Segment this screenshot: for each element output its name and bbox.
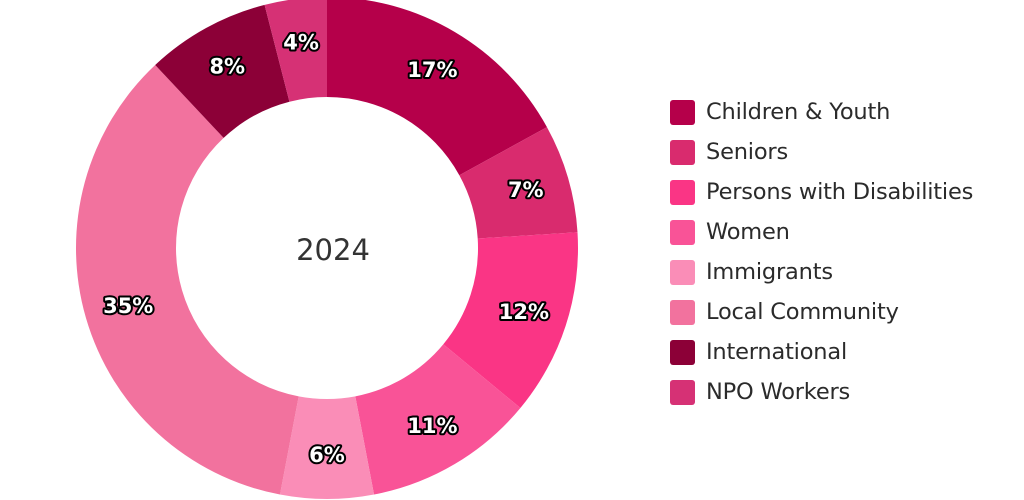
legend-swatch [670, 219, 695, 245]
slice-women [355, 344, 521, 495]
slice-seniors [459, 127, 578, 239]
legend-swatch [670, 259, 695, 285]
slice-label-women: 11% [407, 414, 457, 438]
legend-label: NPO Workers [706, 379, 851, 405]
legend-swatch [670, 139, 695, 165]
slice-label-international: 8% [209, 55, 245, 79]
legend-label: International [706, 339, 848, 365]
legend-item-children-and-youth: Children & Youth [670, 92, 1020, 132]
legend-swatch [670, 179, 695, 205]
legend-swatch [670, 299, 695, 325]
slice-label-immigrants: 6% [309, 443, 345, 467]
slice-npo-workers [264, 0, 327, 102]
legend-item-immigrants: Immigrants [670, 252, 1020, 292]
chart-legend: Children & Youth Seniors Persons with Disa… [670, 92, 1020, 412]
legend-item-international: International [670, 332, 1020, 372]
slice-persons-with-disabilities [443, 232, 578, 408]
slice-local-community [75, 65, 299, 495]
legend-swatch [670, 99, 695, 125]
legend-item-persons-with-disabilities: Persons with Disabilities [670, 172, 1020, 212]
slice-label-children-and-youth: 17% [407, 58, 457, 82]
legend-label: Immigrants [706, 259, 833, 285]
legend-item-women: Women [670, 212, 1020, 252]
slice-labels: 17% 7% 12% 11% 6% 35% 8% 4% [101, 29, 551, 469]
legend-label: Children & Youth [706, 99, 891, 125]
legend-swatch [670, 379, 695, 405]
legend-item-npo-workers: NPO Workers [670, 372, 1020, 412]
slice-immigrants [279, 396, 375, 499]
legend-label: Persons with Disabilities [706, 179, 974, 205]
legend-label: Local Community [706, 299, 899, 325]
chart-center-year: 2024 [296, 233, 370, 267]
slice-international [155, 4, 290, 138]
legend-label: Seniors [706, 139, 788, 165]
legend-item-local-community: Local Community [670, 292, 1020, 332]
slice-children-and-youth [327, 0, 547, 176]
donut-chart: 17% 7% 12% 11% 6% 35% 8% 4% 2024 [75, 0, 578, 499]
slice-label-persons-with-disabilities: 12% [499, 300, 549, 324]
legend-label: Women [706, 219, 790, 245]
slice-label-local-community: 35% [103, 294, 153, 318]
slice-label-npo-workers: 4% [283, 31, 319, 55]
legend-item-seniors: Seniors [670, 132, 1020, 172]
legend-swatch [670, 339, 695, 365]
donut-slices [75, 0, 578, 499]
slice-label-seniors: 7% [508, 178, 544, 202]
